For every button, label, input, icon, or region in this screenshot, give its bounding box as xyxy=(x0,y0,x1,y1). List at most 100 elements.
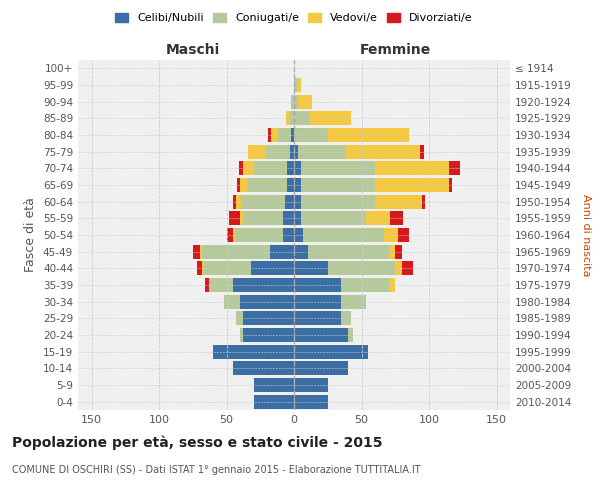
Bar xyxy=(233,194,236,209)
Bar xyxy=(449,178,452,192)
Bar xyxy=(308,244,389,259)
Bar xyxy=(294,162,301,175)
Bar xyxy=(375,162,449,175)
Bar xyxy=(239,162,242,175)
Bar xyxy=(270,244,294,259)
Bar xyxy=(294,178,301,192)
Bar xyxy=(294,128,328,142)
Bar xyxy=(422,194,425,209)
Bar xyxy=(236,228,283,242)
Bar xyxy=(233,361,294,376)
Bar xyxy=(278,128,292,142)
Bar xyxy=(286,112,290,126)
Bar xyxy=(294,78,296,92)
Bar xyxy=(271,128,278,142)
Bar xyxy=(247,178,287,192)
Bar xyxy=(390,211,403,226)
Bar xyxy=(328,128,409,142)
Bar xyxy=(449,162,460,175)
Bar xyxy=(419,144,424,159)
Bar xyxy=(346,144,419,159)
Bar xyxy=(203,261,251,276)
Bar xyxy=(229,211,240,226)
Bar xyxy=(296,78,301,92)
Bar xyxy=(395,261,402,276)
Bar xyxy=(254,394,294,409)
Bar xyxy=(294,261,328,276)
Bar xyxy=(301,178,375,192)
Bar xyxy=(238,178,240,192)
Bar xyxy=(294,378,328,392)
Bar xyxy=(283,211,294,226)
Bar xyxy=(233,228,236,242)
Bar xyxy=(395,244,402,259)
Bar xyxy=(287,178,294,192)
Bar xyxy=(242,328,294,342)
Bar xyxy=(240,294,294,308)
Bar xyxy=(236,194,241,209)
Bar xyxy=(341,278,389,292)
Bar xyxy=(294,311,341,326)
Bar xyxy=(301,211,365,226)
Bar xyxy=(341,311,350,326)
Bar xyxy=(290,144,294,159)
Text: Popolazione per età, sesso e stato civile - 2015: Popolazione per età, sesso e stato civil… xyxy=(12,435,383,450)
Bar xyxy=(294,244,308,259)
Bar xyxy=(209,278,233,292)
Bar xyxy=(240,328,242,342)
Bar xyxy=(292,94,294,109)
Bar xyxy=(294,94,298,109)
Bar xyxy=(202,244,270,259)
Bar xyxy=(389,244,395,259)
Bar xyxy=(348,328,353,342)
Bar xyxy=(227,228,233,242)
Bar xyxy=(402,261,413,276)
Bar xyxy=(290,112,294,126)
Bar xyxy=(341,294,365,308)
Bar xyxy=(242,162,254,175)
Bar xyxy=(251,261,294,276)
Bar xyxy=(287,162,294,175)
Bar xyxy=(298,94,311,109)
Bar xyxy=(224,294,240,308)
Bar xyxy=(266,144,290,159)
Bar xyxy=(284,194,294,209)
Bar xyxy=(233,278,294,292)
Legend: Celibi/Nubili, Coniugati/e, Vedovi/e, Divorziati/e: Celibi/Nubili, Coniugati/e, Vedovi/e, Di… xyxy=(111,8,477,28)
Bar xyxy=(240,178,247,192)
Bar xyxy=(242,211,283,226)
Bar xyxy=(241,194,284,209)
Bar xyxy=(294,294,341,308)
Text: Maschi: Maschi xyxy=(166,42,220,56)
Bar xyxy=(294,211,301,226)
Bar xyxy=(205,278,209,292)
Bar xyxy=(294,228,304,242)
Bar xyxy=(398,228,409,242)
Bar xyxy=(375,194,422,209)
Bar xyxy=(298,144,346,159)
Bar xyxy=(199,244,202,259)
Bar xyxy=(202,261,203,276)
Bar xyxy=(375,178,449,192)
Bar xyxy=(328,261,395,276)
Bar xyxy=(294,394,328,409)
Y-axis label: Fasce di età: Fasce di età xyxy=(25,198,37,272)
Bar xyxy=(294,144,298,159)
Bar xyxy=(389,278,395,292)
Bar xyxy=(254,378,294,392)
Text: Femmine: Femmine xyxy=(359,42,431,56)
Bar xyxy=(242,311,294,326)
Bar xyxy=(385,228,398,242)
Bar xyxy=(268,128,271,142)
Bar xyxy=(365,211,390,226)
Bar xyxy=(294,344,368,359)
Bar xyxy=(294,328,348,342)
Bar xyxy=(301,194,375,209)
Bar xyxy=(254,162,287,175)
Bar xyxy=(248,144,266,159)
Bar xyxy=(294,112,310,126)
Bar xyxy=(283,228,294,242)
Bar xyxy=(310,112,350,126)
Bar xyxy=(197,261,202,276)
Bar xyxy=(236,311,242,326)
